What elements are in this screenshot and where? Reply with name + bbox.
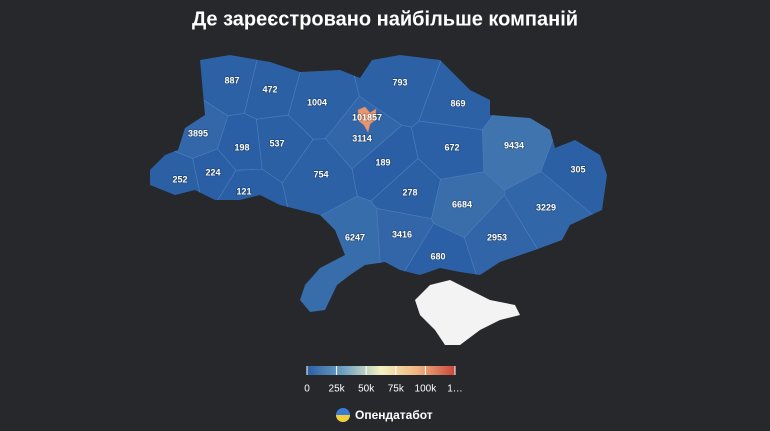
colorbar-tick-label: 0: [304, 384, 310, 395]
colorbar-tick-label: 25k: [329, 384, 346, 395]
value-label: 680: [430, 251, 445, 261]
value-label: 3895: [188, 128, 208, 138]
value-labels: 887 472 1004 793 869 101857 3895 198 537 3114 189 6…: [172, 75, 587, 263]
colorbar-ticks: 0 25k 50k 75k 100k 1…: [304, 366, 463, 395]
value-label: 754: [313, 169, 328, 179]
value-label: 252: [172, 174, 187, 184]
value-label: 6684: [452, 199, 472, 209]
value-label: 2953: [487, 232, 507, 242]
value-label: 3229: [536, 202, 556, 212]
value-label: 887: [224, 75, 239, 85]
value-label: 101857: [352, 112, 382, 122]
value-label: 198: [234, 142, 249, 152]
brand: Опендатабот: [355, 408, 433, 422]
value-label: 224: [205, 167, 220, 177]
colorbar-tick-label: 1…: [447, 384, 463, 395]
colorbar: [307, 366, 455, 375]
value-label: 672: [444, 142, 459, 152]
value-label: 3114: [352, 133, 372, 143]
logo-half: [336, 415, 350, 422]
value-label: 189: [375, 157, 390, 167]
value-label: 869: [450, 98, 465, 108]
value-label: 793: [392, 77, 407, 87]
value-label: 3416: [392, 229, 412, 239]
crimea: [415, 280, 520, 345]
value-label: 6247: [345, 232, 365, 242]
value-label: 305: [570, 164, 585, 174]
colorbar-tick-label: 50k: [358, 384, 375, 395]
region-city: [357, 106, 377, 133]
value-label: 278: [402, 187, 417, 197]
value-label: 121: [236, 186, 251, 196]
value-label: 537: [269, 138, 284, 148]
title: Де зареєстровано найбільше компаній: [192, 8, 578, 30]
value-label: 472: [262, 84, 277, 94]
colorbar-tick-label: 75k: [388, 384, 405, 395]
colorbar-tick-label: 100k: [415, 384, 438, 395]
value-label: 9434: [504, 140, 524, 150]
value-label: 1004: [307, 97, 327, 107]
